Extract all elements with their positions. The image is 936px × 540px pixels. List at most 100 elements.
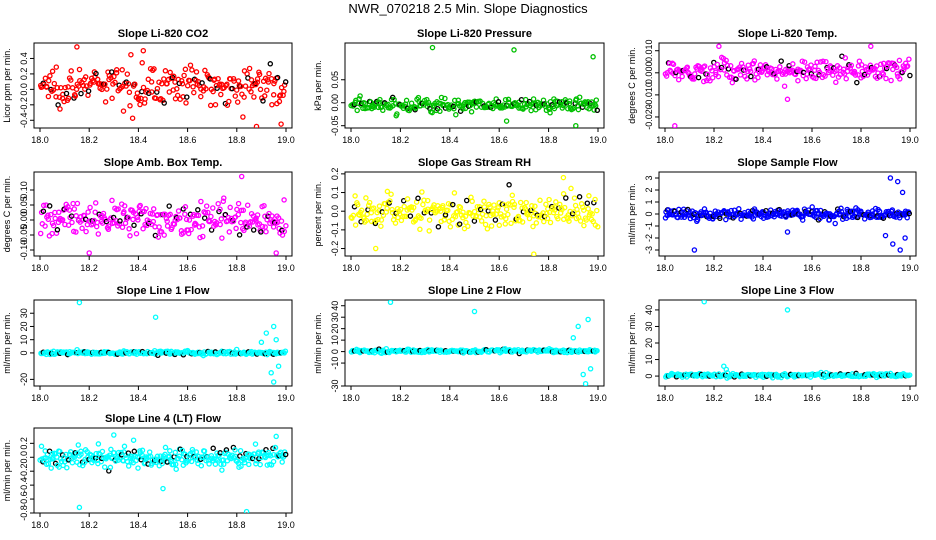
outlier-point [76,504,83,511]
y-tick-label: -0.8 [19,505,29,521]
data-point [378,217,385,223]
chart-panel-8: Slope Line 2 Flow 18.0 18.2 18.4 18.6 18.8 19.… [313,285,607,403]
chart-panel-3: Slope Li-820 Temp. 18.0 18.2 18.4 18.6 18.8 19… [627,28,919,145]
data-point [226,98,232,105]
data-point [47,73,53,79]
data-point [509,192,516,199]
data-points [37,173,289,256]
data-point [142,96,148,102]
data-point [166,89,173,95]
data-point [813,75,819,82]
chart-title: Slope Line 4 (LT) Flow [105,413,221,425]
chart-panel-5: Slope Gas Stream RH 18.0 18.2 18.4 18.6 18.8 1… [313,157,607,273]
data-point [454,208,461,215]
data-point [189,67,195,73]
data-point [281,197,287,203]
data-point [888,77,894,84]
data-point [254,79,261,85]
outlier-point [74,44,80,50]
data-point [700,78,707,85]
data-point [161,76,167,82]
data-point [568,185,574,192]
highlight-point [201,215,208,221]
data-point [362,100,369,107]
data-point [68,68,74,74]
data-point [65,222,72,228]
y-tick-label: 30 [644,321,654,331]
data-point [451,190,458,196]
data-point [135,217,141,223]
y-tick-label: 0.05 [19,196,29,214]
chart-panel-9: Slope Line 3 Flow 18.0 18.2 18.4 18.6 18.8 19.… [627,285,919,403]
data-point [191,89,197,96]
data-point [795,77,801,84]
highlight-point [733,76,739,82]
data-point [248,77,255,83]
data-point [99,448,106,455]
data-point [224,81,230,88]
data-point [246,65,253,72]
data-point [57,106,63,112]
data-point [190,84,196,90]
x-tick-label: 18.2 [392,263,410,273]
data-point [50,222,57,229]
data-point [781,83,788,89]
highlight-point [808,71,815,77]
data-point [175,208,182,214]
highlight-point [274,74,281,81]
data-point [79,217,86,223]
data-point [594,347,600,354]
data-point [184,82,191,89]
data-point [109,197,115,204]
data-point [234,206,240,213]
data-point [150,206,157,212]
x-tick-label: 18.6 [490,263,508,273]
data-point [490,211,496,218]
x-tick-label: 18.8 [852,393,870,403]
data-point [264,87,270,93]
data-point [352,193,358,199]
y-tick-label: 10 [19,335,29,345]
x-tick-label: 18.6 [179,520,197,530]
y-tick-label: 30 [19,308,29,318]
outlier-point [275,363,282,369]
x-tick-label: 19.0 [901,393,919,403]
data-point [530,96,537,102]
outlier-point [573,122,579,128]
x-tick-label: 19.0 [901,135,919,145]
data-point [151,66,157,72]
x-tick-label: 18.0 [342,135,360,145]
data-point [581,207,587,213]
data-point [85,209,91,215]
data-point [203,203,210,209]
data-point [162,444,169,451]
y-tick-label: 10 [330,335,340,345]
data-point [106,223,112,229]
data-point [820,58,826,65]
y-axis-label: percent per min. [313,181,323,246]
data-point [279,459,285,465]
data-point [690,214,697,221]
data-point [51,80,58,87]
data-point [855,72,861,78]
data-point [389,206,395,213]
data-point [498,214,505,220]
data-point [173,466,179,472]
outlier-point [140,47,147,54]
data-point [546,196,552,203]
highlight-point [477,206,484,213]
data-point [56,209,62,216]
y-tick-label: -0.4 [19,113,29,129]
data-point [45,93,52,100]
data-point [352,222,359,228]
data-point [457,204,464,211]
x-tick-label: 18.2 [705,135,723,145]
x-tick-label: 18.4 [441,393,459,403]
data-point [210,88,216,95]
data-point [159,80,165,87]
x-tick-label: 18.2 [80,393,98,403]
data-point [277,92,284,98]
data-point [108,215,114,221]
highlight-point [594,107,601,114]
data-point [691,76,697,82]
